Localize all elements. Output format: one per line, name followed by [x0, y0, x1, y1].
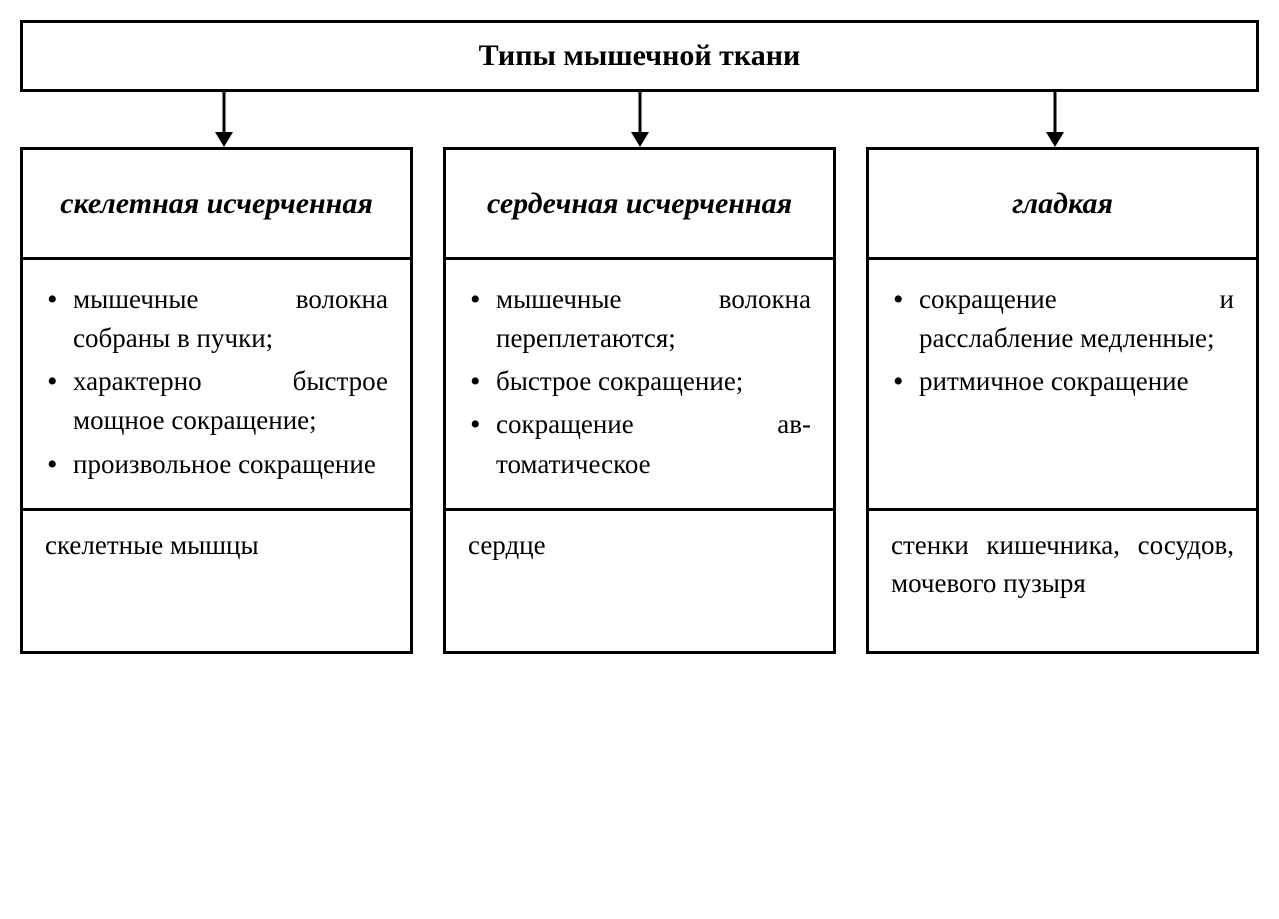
column-footer: сердце: [446, 511, 833, 651]
arrows-row: [20, 92, 1259, 147]
column-footer: стенки кишечни­ка, сосудов, моче­вого пу…: [869, 511, 1256, 651]
bullet-item: ритмичное со­кращение: [891, 362, 1234, 401]
column-header: скелетная исчерченная: [23, 150, 410, 260]
column-body: сокращение и расслабление медленные; рит…: [869, 260, 1256, 511]
bullet-item: сокращение и расслабление медленные;: [891, 280, 1234, 358]
column-header: гладкая: [869, 150, 1256, 260]
diagram-container: Типы мышечной ткани скелетная исчерченна…: [20, 20, 1259, 654]
column-cardiac: сердечная исчерченная мышечные во­локна …: [443, 147, 836, 654]
column-footer: скелетные мыш­цы: [23, 511, 410, 651]
arrow-3: [1043, 92, 1067, 147]
columns-row: скелетная исчерченная мышечные во­локна …: [20, 147, 1259, 654]
bullet-item: мышечные во­локна перепле­таются;: [468, 280, 811, 358]
bullet-item: мышечные во­локна собраны в пучки;: [45, 280, 388, 358]
bullet-item: сокращение ав­томатическое: [468, 405, 811, 483]
column-smooth: гладкая сокращение и расслабление медлен…: [866, 147, 1259, 654]
diagram-title: Типы мышечной ткани: [20, 20, 1259, 92]
column-body: мышечные во­локна перепле­таются; быстро…: [446, 260, 833, 511]
column-body: мышечные во­локна собраны в пучки; харак…: [23, 260, 410, 511]
bullet-item: произвольное сокращение: [45, 445, 388, 484]
column-skeletal: скелетная исчерченная мышечные во­локна …: [20, 147, 413, 654]
column-header: сердечная исчерченная: [446, 150, 833, 260]
arrow-2: [628, 92, 652, 147]
arrow-1: [212, 92, 236, 147]
bullet-item: характерно быс­трое мощное со­кращение;: [45, 362, 388, 440]
bullet-item: быстрое сокра­щение;: [468, 362, 811, 401]
